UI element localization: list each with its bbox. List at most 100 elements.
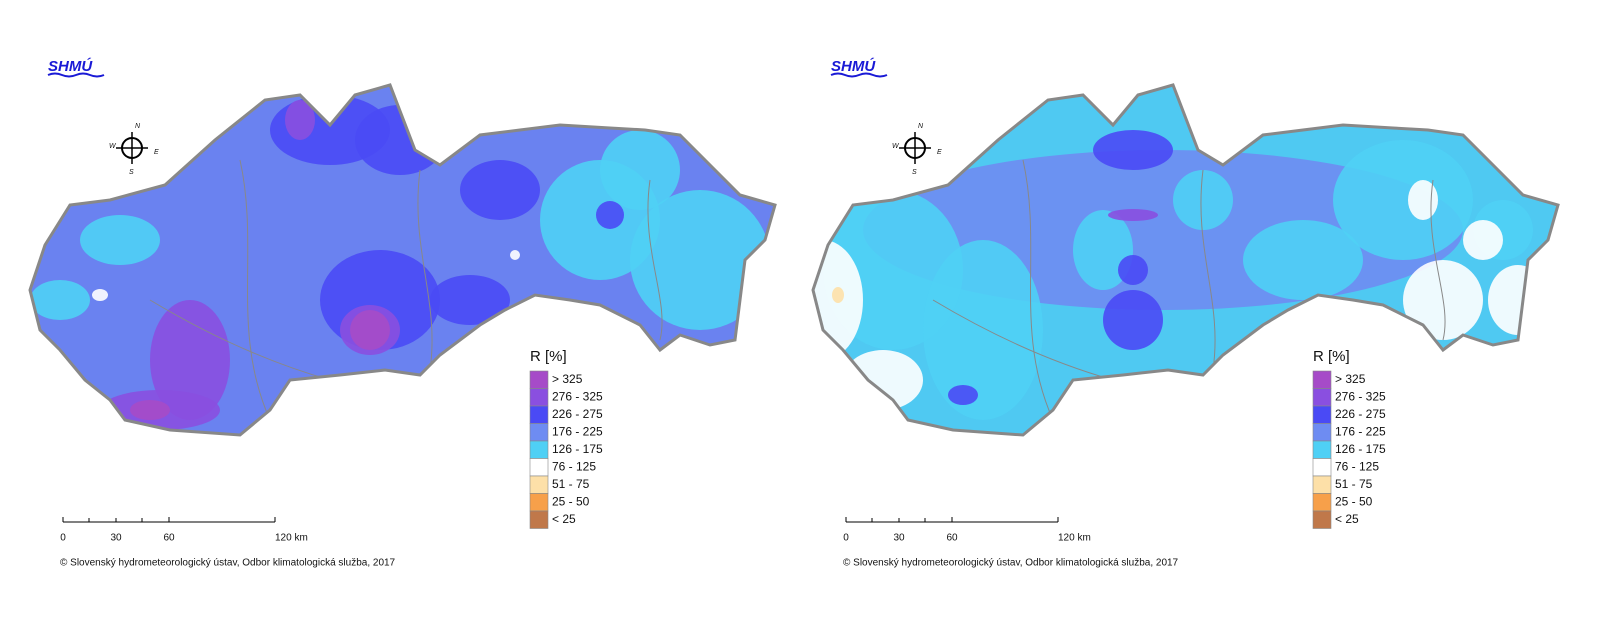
legend-label: 176 - 225 — [552, 425, 603, 439]
map-zone — [1093, 130, 1173, 170]
legend-label: 76 - 125 — [1335, 460, 1379, 474]
map-zone — [1488, 265, 1548, 335]
copyright: © Slovenský hydrometeorologický ústav, O… — [843, 558, 1179, 569]
legend-label: 76 - 125 — [552, 460, 596, 474]
legend-swatch — [1312, 423, 1332, 442]
compass-label: N — [135, 123, 141, 130]
legend-label: 126 - 175 — [552, 442, 603, 456]
logo: SHMÚ — [831, 57, 876, 75]
compass-label: W — [892, 143, 900, 150]
legend-swatch — [1312, 458, 1332, 477]
scale-label: 0 — [60, 533, 66, 544]
scale-label: 0 — [843, 533, 849, 544]
map-zone — [30, 280, 90, 320]
map-zone — [355, 105, 445, 175]
legend-label: < 25 — [552, 512, 576, 526]
legend-swatch — [529, 388, 549, 407]
scale-bar — [845, 517, 1059, 523]
compass-label: E — [937, 149, 942, 156]
map-zone — [813, 240, 863, 360]
map-zone — [1173, 170, 1233, 230]
country-border — [28, 83, 777, 437]
map-zone — [460, 160, 540, 220]
legend-label: 276 - 325 — [552, 390, 603, 404]
scale-label: 60 — [946, 533, 958, 544]
map-zone — [923, 240, 1043, 420]
legend-label: 176 - 225 — [1335, 425, 1386, 439]
precipitation-map — [813, 85, 1558, 435]
map-zone — [1408, 180, 1438, 220]
legend-title: R [%] — [530, 348, 567, 365]
legend-label: < 25 — [1335, 512, 1359, 526]
legend-swatch — [1312, 510, 1332, 529]
country-border — [811, 83, 1560, 437]
map-zone — [285, 100, 315, 140]
legend-label: 51 - 75 — [1335, 477, 1373, 491]
scale-label: 60 — [163, 533, 175, 544]
legend-swatch — [529, 440, 549, 459]
map-zone — [843, 350, 923, 410]
legend-label: > 325 — [552, 372, 583, 386]
logo-waves — [47, 72, 105, 78]
legend-label: 25 - 50 — [1335, 495, 1373, 509]
scale-label: 120 km — [275, 533, 308, 544]
compass-label: S — [912, 169, 917, 176]
map-zone — [1108, 209, 1158, 221]
map-zone — [1118, 255, 1148, 285]
legend-swatch — [529, 493, 549, 512]
scale-label: 120 km — [1058, 533, 1091, 544]
map-zone — [130, 400, 170, 420]
river — [149, 159, 663, 421]
legend-label: 126 - 175 — [1335, 442, 1386, 456]
legend-swatch — [529, 510, 549, 529]
legend-label: > 325 — [1335, 372, 1366, 386]
map-zone — [150, 300, 230, 420]
map-zone — [1463, 220, 1503, 260]
legend-label: 226 - 275 — [552, 407, 603, 421]
map-panel: SHMÚ N W E S R [%] > 325 276 - 325 226 - 275 176 … — [28, 57, 777, 569]
scale-label: 30 — [110, 533, 122, 544]
compass-cross — [899, 132, 931, 164]
legend-swatch — [1312, 440, 1332, 459]
map-zone — [1243, 220, 1363, 300]
copyright: © Slovenský hydrometeorologický ústav, O… — [60, 558, 396, 569]
scale-label: 30 — [893, 533, 905, 544]
map-zone — [430, 275, 510, 325]
map-zone — [80, 215, 160, 265]
map-zone — [600, 130, 680, 210]
legend-swatch — [1312, 370, 1332, 389]
map-zone — [1103, 290, 1163, 350]
legend-swatch — [1312, 493, 1332, 512]
legend-label: 25 - 50 — [552, 495, 590, 509]
legend-label: 51 - 75 — [552, 477, 590, 491]
map-panel: SHMÚ N W E S R [%] > 325 276 - 325 226 - 275 176 … — [811, 57, 1560, 569]
logo: SHMÚ — [48, 57, 93, 75]
legend-swatch — [529, 458, 549, 477]
compass-cross — [116, 132, 148, 164]
map-zone — [832, 287, 844, 303]
legend-swatch — [529, 423, 549, 442]
map-zone — [630, 190, 770, 330]
map-zone — [1333, 140, 1473, 260]
map-zone — [596, 201, 624, 229]
compass-label: N — [918, 123, 924, 130]
legend-swatch — [529, 370, 549, 389]
map-zone — [350, 310, 390, 350]
precipitation-map — [30, 85, 775, 435]
legend-swatch — [529, 475, 549, 494]
map-zone — [510, 250, 520, 260]
scale-bar — [62, 517, 276, 523]
legend-swatch — [1312, 475, 1332, 494]
legend-title: R [%] — [1313, 348, 1350, 365]
legend-swatch — [1312, 388, 1332, 407]
map-zone — [92, 289, 108, 301]
compass-label: E — [154, 149, 159, 156]
compass-label: S — [129, 169, 134, 176]
legend-label: 276 - 325 — [1335, 390, 1386, 404]
map-zone — [948, 385, 978, 405]
legend-swatch — [1312, 405, 1332, 424]
compass-label: W — [109, 143, 117, 150]
legend-label: 226 - 275 — [1335, 407, 1386, 421]
river — [932, 159, 1446, 421]
